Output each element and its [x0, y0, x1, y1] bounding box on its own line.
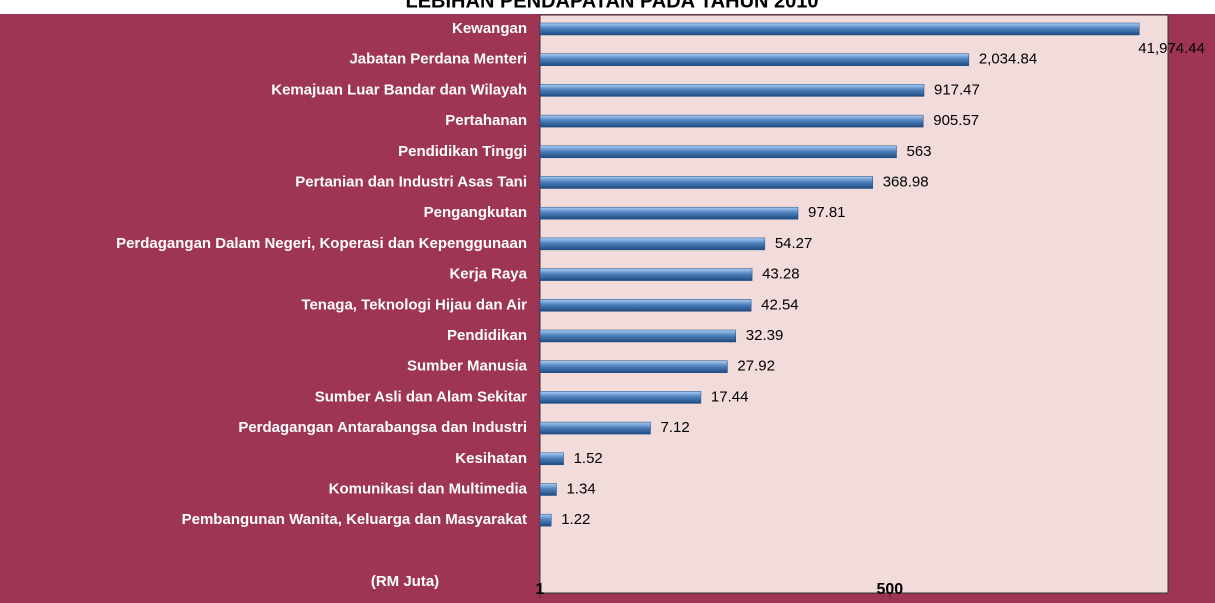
bar: [539, 145, 897, 159]
value-label: 54.27: [775, 235, 813, 252]
top-strip: [0, 0, 1215, 14]
y-tick-label: Sumber Manusia: [407, 358, 528, 375]
value-label: 905.57: [933, 112, 979, 129]
value-label: 563: [907, 143, 932, 160]
y-tick-label: Kerja Raya: [449, 266, 527, 283]
y-tick-label: Pengangkutan: [424, 204, 527, 221]
bar: [539, 360, 728, 373]
value-label: 97.81: [808, 204, 846, 221]
y-tick-label: Kemajuan Luar Bandar dan Wilayah: [271, 81, 527, 98]
bar: [539, 268, 753, 281]
bar: [539, 299, 752, 312]
y-tick-label: Kesihatan: [455, 450, 527, 467]
value-label: 43.28: [762, 266, 800, 283]
y-tick-label: Komunikasi dan Multimedia: [329, 480, 528, 497]
x-tick-label: 1: [536, 581, 545, 598]
value-label: 1.52: [574, 450, 603, 467]
value-label: 27.92: [737, 358, 775, 375]
value-label: 1.34: [566, 480, 595, 497]
value-label: 917.47: [934, 81, 980, 98]
bar: [539, 513, 552, 527]
bar: [539, 391, 702, 404]
bar: [539, 329, 737, 343]
value-label: 41,974.44: [1138, 40, 1205, 57]
bar: [539, 452, 564, 466]
y-tick-label: Perdagangan Dalam Negeri, Koperasi dan K…: [116, 235, 527, 252]
x-tick-label: 500: [876, 581, 903, 598]
bar: [539, 114, 924, 128]
y-tick-label: Kewangan: [452, 20, 527, 37]
value-label: 368.98: [883, 173, 929, 190]
bar: [539, 22, 1140, 36]
bar: [539, 176, 873, 189]
y-tick-label: Pertanian dan Industri Asas Tani: [295, 173, 527, 190]
value-label: 7.12: [660, 419, 689, 436]
axis-label: (RM Juta): [371, 573, 439, 590]
bar: [539, 53, 970, 66]
value-label: 42.54: [761, 296, 799, 313]
bar: [539, 84, 925, 97]
y-tick-label: Perdagangan Antarabangsa dan Industri: [238, 419, 527, 436]
bar: [539, 237, 766, 251]
y-tick-label: Pendidikan Tinggi: [398, 143, 527, 160]
value-label: 32.39: [746, 327, 784, 344]
y-tick-label: Tenaga, Teknologi Hijau dan Air: [301, 296, 527, 313]
y-tick-label: Sumber Asli dan Alam Sekitar: [315, 388, 527, 405]
chart-title: LEBIHAN PENDAPATAN PADA TAHUN 2010: [406, 0, 819, 12]
bar: [539, 421, 651, 435]
value-label: 17.44: [711, 388, 749, 405]
y-tick-label: Jabatan Perdana Menteri: [349, 51, 527, 68]
value-label: 1.22: [561, 511, 590, 528]
bar: [539, 483, 557, 496]
y-tick-label: Pertahanan: [445, 112, 527, 129]
value-label: 2,034.84: [979, 51, 1037, 68]
y-tick-label: Pembangunan Wanita, Keluarga dan Masyara…: [182, 511, 527, 528]
bar: [539, 206, 799, 220]
y-tick-label: Pendidikan: [447, 327, 527, 344]
